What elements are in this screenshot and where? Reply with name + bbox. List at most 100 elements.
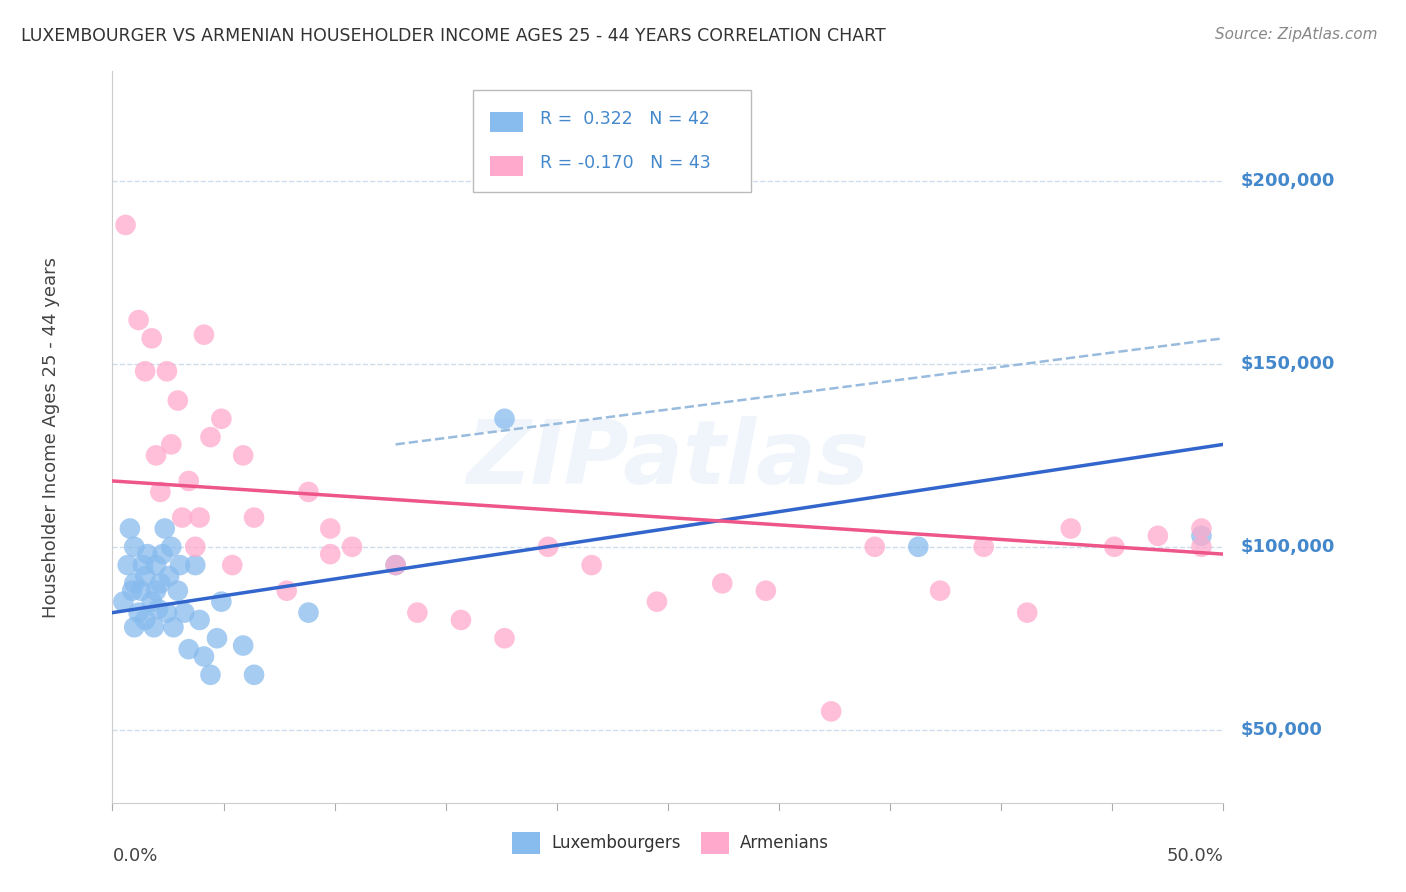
Text: $50,000: $50,000 xyxy=(1240,721,1323,739)
Point xyxy=(232,448,254,462)
Point xyxy=(193,327,215,342)
Point xyxy=(406,606,429,620)
Point xyxy=(209,412,232,426)
Point xyxy=(243,667,266,681)
Point xyxy=(141,594,163,608)
Point xyxy=(929,583,952,598)
Text: R =  0.322   N = 42: R = 0.322 N = 42 xyxy=(540,110,710,128)
Point xyxy=(494,632,516,646)
Point xyxy=(243,510,266,524)
Point xyxy=(184,540,207,554)
Text: R = -0.170   N = 43: R = -0.170 N = 43 xyxy=(540,153,711,172)
Point xyxy=(136,547,159,561)
Point xyxy=(160,437,183,451)
Point xyxy=(645,594,668,608)
Point xyxy=(153,521,176,535)
Text: 50.0%: 50.0% xyxy=(1167,847,1223,864)
Point xyxy=(711,576,734,591)
Point xyxy=(184,558,207,573)
Point xyxy=(145,558,167,573)
Point xyxy=(141,331,163,345)
Point xyxy=(149,485,172,500)
Point xyxy=(319,547,342,561)
Point xyxy=(863,540,886,554)
Point xyxy=(232,639,254,653)
Point xyxy=(121,583,143,598)
Point xyxy=(1060,521,1083,535)
Point xyxy=(118,521,141,535)
Point xyxy=(820,705,842,719)
Point xyxy=(319,521,342,535)
Point xyxy=(297,485,319,500)
Point xyxy=(148,602,170,616)
Point xyxy=(581,558,603,573)
Point xyxy=(450,613,472,627)
Point xyxy=(193,649,215,664)
Point xyxy=(145,448,167,462)
Text: $100,000: $100,000 xyxy=(1240,538,1336,556)
Point xyxy=(160,540,183,554)
Point xyxy=(172,510,194,524)
Point xyxy=(973,540,995,554)
Point xyxy=(117,558,139,573)
Text: $200,000: $200,000 xyxy=(1240,172,1336,190)
Point xyxy=(188,613,211,627)
Point xyxy=(907,540,929,554)
Text: Luxembourgers: Luxembourgers xyxy=(551,834,681,852)
Point xyxy=(755,583,778,598)
Point xyxy=(1191,540,1213,554)
Point xyxy=(276,583,298,598)
Point xyxy=(169,558,191,573)
Text: Source: ZipAtlas.com: Source: ZipAtlas.com xyxy=(1215,27,1378,42)
Point xyxy=(128,606,150,620)
Point xyxy=(221,558,243,573)
Point xyxy=(129,583,152,598)
Point xyxy=(145,583,167,598)
Point xyxy=(112,594,135,608)
Point xyxy=(1147,529,1170,543)
Point xyxy=(132,558,155,573)
Point xyxy=(537,540,560,554)
Point xyxy=(384,558,406,573)
Point xyxy=(297,606,319,620)
Point xyxy=(156,364,179,378)
Point xyxy=(122,576,145,591)
Point xyxy=(166,393,188,408)
FancyBboxPatch shape xyxy=(702,832,728,854)
FancyBboxPatch shape xyxy=(491,112,523,132)
Point xyxy=(152,547,174,561)
Point xyxy=(134,613,156,627)
Point xyxy=(128,313,150,327)
Point xyxy=(1191,521,1213,535)
FancyBboxPatch shape xyxy=(512,832,540,854)
Point xyxy=(209,594,232,608)
Point xyxy=(122,540,145,554)
Point xyxy=(340,540,363,554)
Text: LUXEMBOURGER VS ARMENIAN HOUSEHOLDER INCOME AGES 25 - 44 YEARS CORRELATION CHART: LUXEMBOURGER VS ARMENIAN HOUSEHOLDER INC… xyxy=(21,27,886,45)
Point xyxy=(142,620,165,634)
Point xyxy=(205,632,228,646)
Point xyxy=(134,569,156,583)
Text: Armenians: Armenians xyxy=(740,834,830,852)
Point xyxy=(1104,540,1126,554)
Point xyxy=(200,430,222,444)
Point xyxy=(188,510,211,524)
Point xyxy=(122,620,145,634)
Point xyxy=(1017,606,1039,620)
Point xyxy=(177,474,200,488)
FancyBboxPatch shape xyxy=(474,90,751,192)
Text: Householder Income Ages 25 - 44 years: Householder Income Ages 25 - 44 years xyxy=(42,257,60,617)
Point xyxy=(149,576,172,591)
Point xyxy=(156,606,179,620)
Point xyxy=(200,667,222,681)
Text: 0.0%: 0.0% xyxy=(112,847,157,864)
Point xyxy=(114,218,136,232)
Text: ZIPatlas: ZIPatlas xyxy=(467,416,869,502)
Point xyxy=(494,412,516,426)
Point xyxy=(134,364,156,378)
Point xyxy=(162,620,184,634)
FancyBboxPatch shape xyxy=(491,156,523,176)
Point xyxy=(173,606,195,620)
Point xyxy=(157,569,180,583)
Point xyxy=(177,642,200,657)
